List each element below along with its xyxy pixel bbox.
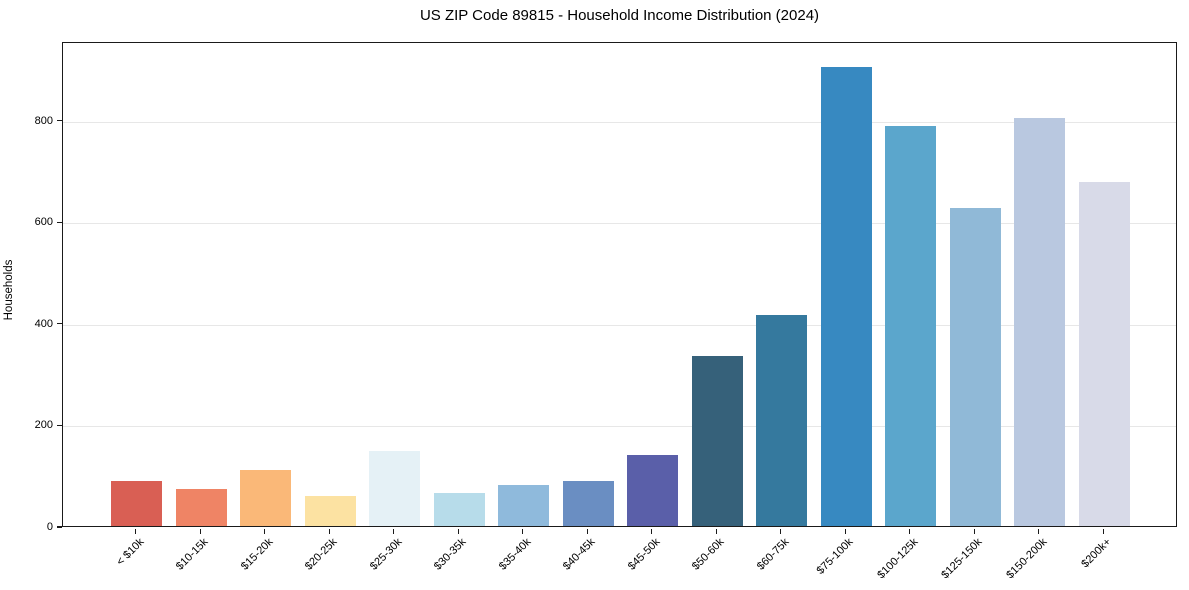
gridline-y-200 [63,426,1176,428]
bar-$20-25k [304,496,356,526]
bar-$100-125k [885,126,937,526]
x-tick-mark-$45-50k [651,528,653,534]
y-tick-mark-200 [57,424,62,427]
y-tick-label-800: 800 [34,114,53,127]
x-tick-mark-$100-125k [909,528,911,534]
bar-$50-60k [691,356,743,526]
x-tick-label-< $10k: < $10k [114,536,147,569]
bar-$150-200k [1014,118,1066,526]
y-tick-label-0: 0 [46,521,53,533]
bar-$200k+ [1078,182,1130,526]
bar-$45-50k [627,454,679,526]
bar-$25-30k [369,450,421,526]
x-tick-mark-$150-200k [1038,528,1040,534]
x-tick-mark-$75-100k [844,528,846,534]
y-tick-label-200: 200 [34,419,53,432]
x-tick-mark-$60-75k [780,528,782,534]
bar-< $10k [111,480,163,526]
x-tick-mark-$25-30k [393,528,395,534]
bar-$125-150k [949,207,1001,526]
y-tick-mark-600 [57,221,62,223]
x-tick-mark-$40-45k [586,528,588,534]
y-tick-label-600: 600 [34,216,53,229]
bar-$40-45k [562,480,614,526]
x-tick-mark-$30-35k [457,528,459,534]
x-tick-mark-$20-25k [328,528,330,534]
bar-$10-15k [175,488,227,526]
x-tick-mark-$10-15k [199,528,201,534]
gridline-y-400 [63,324,1176,326]
gridline-y-600 [63,223,1176,225]
y-tick-mark-800 [57,120,62,122]
bar-$15-20k [240,470,292,526]
gridline-y-800 [63,121,1176,123]
x-tick-mark-$200k+ [1102,528,1104,534]
x-tick-mark-$125-150k [973,528,975,534]
plot-area [62,42,1177,527]
chart-title: US ZIP Code 89815 - Household Income Dis… [419,7,820,24]
x-tick-mark-$15-20k [264,528,266,534]
x-tick-mark-< $10k [135,528,137,534]
bar-$60-75k [756,315,808,526]
bar-$35-40k [498,485,550,526]
bar-$30-35k [433,493,485,526]
y-tick-mark-400 [57,323,62,325]
x-tick-mark-$35-40k [522,528,524,534]
x-tick-mark-$50-60k [715,528,717,534]
y-tick-mark-0 [57,526,62,528]
y-tick-label-400: 400 [34,317,53,330]
bar-$75-100k [820,67,872,526]
